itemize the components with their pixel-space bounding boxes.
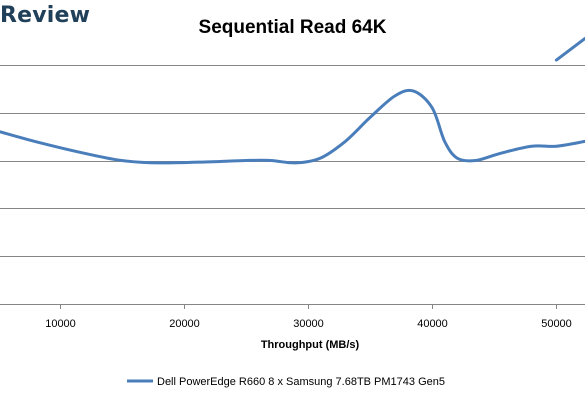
x-tick-label: 30000 [293, 318, 324, 330]
series-lines [0, 37, 585, 165]
x-tick-label: 20000 [169, 318, 200, 330]
x-tick-label: 10000 [45, 318, 76, 330]
brand-logo-text: Review [0, 3, 91, 28]
x-axis-ticks: 10000 20000 30000 40000 50000 [45, 304, 572, 330]
gridlines [0, 65, 585, 257]
x-axis-title: Throughput (MB/s) [261, 339, 360, 351]
series-line [0, 88, 585, 165]
legend-label: Dell PowerEdge R660 8 x Samsung 7.68TB P… [157, 376, 445, 388]
chart-title: Sequential Read 64K [198, 17, 387, 38]
x-tick-label: 40000 [417, 318, 448, 330]
legend: Dell PowerEdge R660 8 x Samsung 7.68TB P… [127, 376, 445, 388]
series-line [554, 37, 585, 62]
x-tick-label: 50000 [541, 318, 572, 330]
